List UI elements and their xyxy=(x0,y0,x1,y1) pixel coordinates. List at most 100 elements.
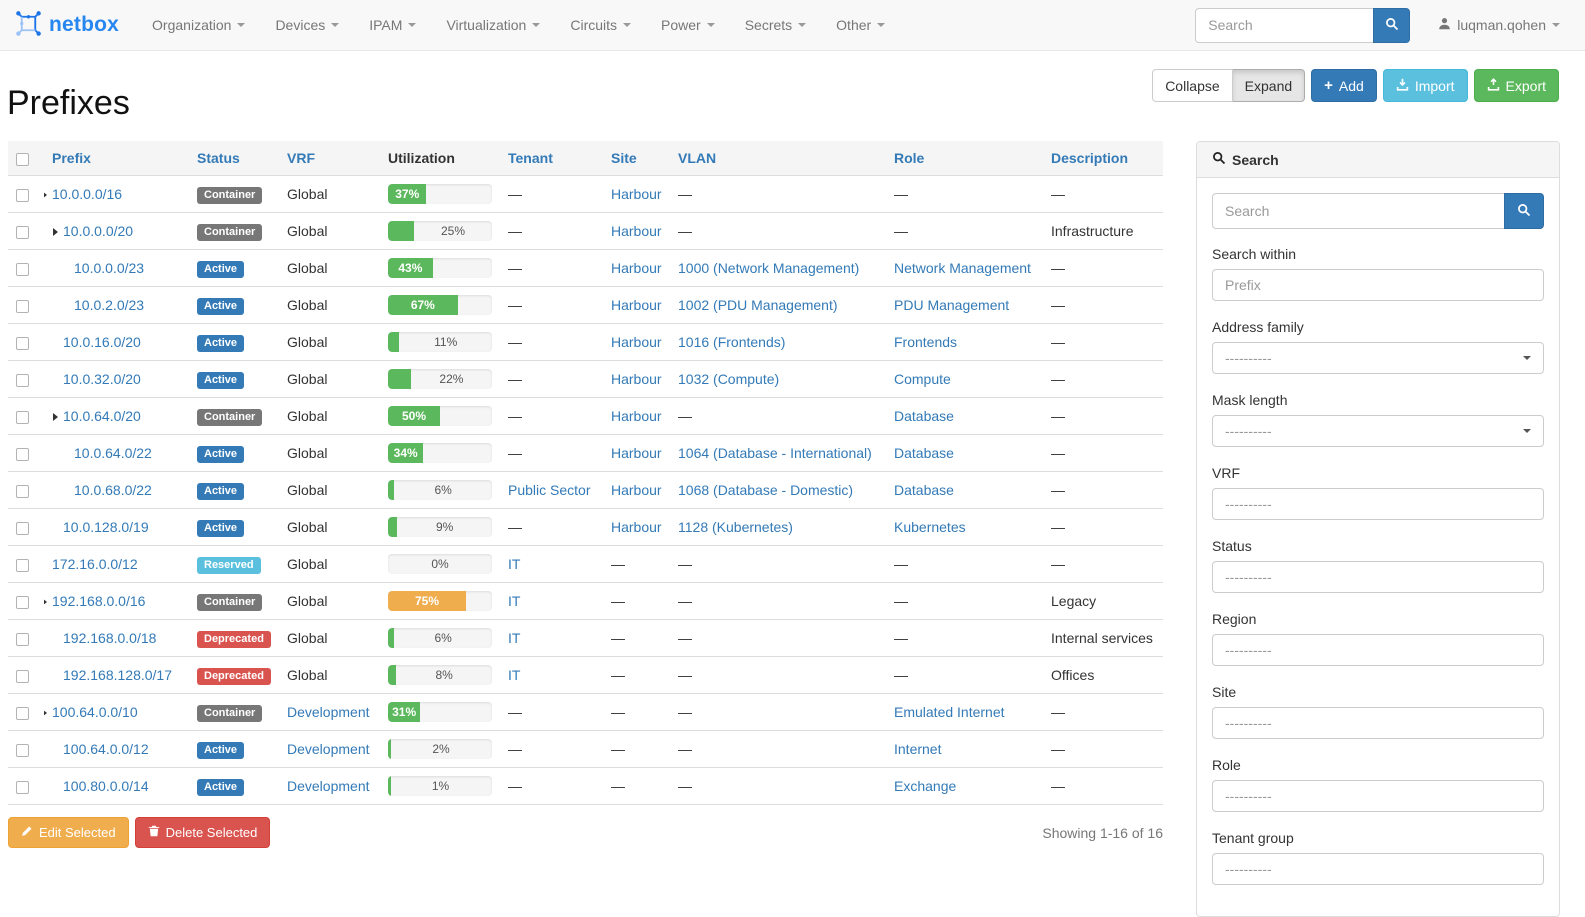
row-checkbox[interactable] xyxy=(16,669,29,683)
prefix-link[interactable]: 100.64.0.0/10 xyxy=(52,704,138,720)
column-header-site[interactable]: Site xyxy=(611,150,637,166)
row-checkbox[interactable] xyxy=(16,558,29,572)
role-select[interactable]: ---------- xyxy=(1212,780,1544,812)
navbar-search-input[interactable] xyxy=(1195,7,1374,43)
prefix-link[interactable]: 10.0.2.0/23 xyxy=(74,297,145,313)
prefix-link[interactable]: 10.0.128.0/19 xyxy=(63,519,149,535)
column-header-status[interactable]: Status xyxy=(197,150,240,166)
row-checkbox[interactable] xyxy=(16,595,29,609)
row-checkbox[interactable] xyxy=(16,743,29,757)
navbar-search-button[interactable] xyxy=(1373,7,1411,43)
edit-selected-button[interactable]: Edit Selected xyxy=(8,817,129,848)
column-header-description[interactable]: Description xyxy=(1051,150,1129,166)
prefix-link[interactable]: 192.168.128.0/17 xyxy=(63,667,172,683)
prefix-link[interactable]: 100.64.0.0/12 xyxy=(63,741,149,757)
user-menu[interactable]: luqman.qohen xyxy=(1438,17,1560,33)
site-link[interactable]: Harbour xyxy=(611,408,662,424)
tenant-link[interactable]: IT xyxy=(508,630,521,646)
prefix-link[interactable]: 100.80.0.0/14 xyxy=(63,778,149,794)
tenant-link[interactable]: IT xyxy=(508,593,521,609)
collapse-button[interactable]: Collapse xyxy=(1152,69,1233,102)
site-link[interactable]: Harbour xyxy=(611,445,662,461)
tenant-link[interactable]: Public Sector xyxy=(508,482,591,498)
row-checkbox[interactable] xyxy=(16,410,29,424)
tenant-link[interactable]: IT xyxy=(508,556,521,572)
nav-menu-power[interactable]: Power xyxy=(646,0,730,51)
region-select[interactable]: ---------- xyxy=(1212,634,1544,666)
delete-selected-button[interactable]: Delete Selected xyxy=(134,817,271,848)
export-button[interactable]: Export xyxy=(1473,69,1559,102)
prefix-link[interactable]: 10.0.0.0/23 xyxy=(74,260,145,276)
prefix-link[interactable]: 10.0.68.0/22 xyxy=(74,482,152,498)
column-header-vlan[interactable]: VLAN xyxy=(678,150,717,166)
prefix-link[interactable]: 172.16.0.0/12 xyxy=(52,556,138,572)
column-header-tenant[interactable]: Tenant xyxy=(508,150,553,166)
vrf-link[interactable]: Development xyxy=(287,704,370,720)
vlan-link[interactable]: 1068 (Database - Domestic) xyxy=(678,482,854,498)
nav-menu-circuits[interactable]: Circuits xyxy=(555,0,646,51)
column-header-prefix[interactable]: Prefix xyxy=(52,150,91,166)
nav-menu-other[interactable]: Other xyxy=(821,0,900,51)
row-checkbox[interactable] xyxy=(16,484,29,498)
prefix-link[interactable]: 10.0.0.0/20 xyxy=(63,223,134,239)
expand-button[interactable]: Expand xyxy=(1232,69,1306,102)
site-link[interactable]: Harbour xyxy=(611,482,662,498)
filter-search-input[interactable] xyxy=(1212,193,1504,229)
vlan-link[interactable]: 1064 (Database - International) xyxy=(678,445,872,461)
row-checkbox[interactable] xyxy=(16,336,29,350)
search-within-input[interactable] xyxy=(1212,269,1544,301)
nav-menu-ipam[interactable]: IPAM xyxy=(354,0,431,51)
site-link[interactable]: Harbour xyxy=(611,223,662,239)
row-checkbox[interactable] xyxy=(16,706,29,720)
prefix-link[interactable]: 10.0.32.0/20 xyxy=(63,371,141,387)
row-checkbox[interactable] xyxy=(16,262,29,276)
row-checkbox[interactable] xyxy=(16,632,29,646)
vrf-link[interactable]: Development xyxy=(287,741,370,757)
status-select[interactable]: ---------- xyxy=(1212,561,1544,593)
row-checkbox[interactable] xyxy=(16,225,29,239)
row-checkbox[interactable] xyxy=(16,188,29,202)
role-link[interactable]: Database xyxy=(894,482,954,498)
prefix-link[interactable]: 10.0.0.0/16 xyxy=(52,186,123,202)
role-link[interactable]: PDU Management xyxy=(894,297,1010,313)
row-checkbox[interactable] xyxy=(16,447,29,461)
vlan-link[interactable]: 1002 (PDU Management) xyxy=(678,297,838,313)
row-checkbox[interactable] xyxy=(16,299,29,313)
vlan-link[interactable]: 1000 (Network Management) xyxy=(678,260,860,276)
column-header-vrf[interactable]: VRF xyxy=(287,150,315,166)
tenant-group-select[interactable]: ---------- xyxy=(1212,853,1544,885)
role-link[interactable]: Database xyxy=(894,445,954,461)
role-link[interactable]: Emulated Internet xyxy=(894,704,1005,720)
import-button[interactable]: Import xyxy=(1382,69,1468,102)
vlan-link[interactable]: 1032 (Compute) xyxy=(678,371,780,387)
role-link[interactable]: Internet xyxy=(894,741,942,757)
vrf-link[interactable]: Development xyxy=(287,778,370,794)
netbox-logo[interactable]: netbox xyxy=(15,10,119,40)
tenant-link[interactable]: IT xyxy=(508,667,521,683)
nav-menu-organization[interactable]: Organization xyxy=(137,0,260,51)
prefix-link[interactable]: 192.168.0.0/16 xyxy=(52,593,146,609)
prefix-link[interactable]: 10.0.16.0/20 xyxy=(63,334,141,350)
site-link[interactable]: Harbour xyxy=(611,334,662,350)
role-link[interactable]: Kubernetes xyxy=(894,519,966,535)
prefix-link[interactable]: 192.168.0.0/18 xyxy=(63,630,157,646)
prefix-link[interactable]: 10.0.64.0/22 xyxy=(74,445,152,461)
add-button[interactable]: + Add xyxy=(1311,69,1377,102)
role-link[interactable]: Database xyxy=(894,408,954,424)
role-link[interactable]: Frontends xyxy=(894,334,958,350)
nav-menu-virtualization[interactable]: Virtualization xyxy=(431,0,555,51)
column-header-role[interactable]: Role xyxy=(894,150,925,166)
row-checkbox[interactable] xyxy=(16,780,29,794)
site-link[interactable]: Harbour xyxy=(611,260,662,276)
vrf-select[interactable]: ---------- xyxy=(1212,488,1544,520)
site-link[interactable]: Harbour xyxy=(611,371,662,387)
address-family-select[interactable]: ---------- xyxy=(1212,342,1544,374)
site-link[interactable]: Harbour xyxy=(611,186,662,202)
role-link[interactable]: Compute xyxy=(894,371,951,387)
vlan-link[interactable]: 1128 (Kubernetes) xyxy=(678,519,793,535)
nav-menu-secrets[interactable]: Secrets xyxy=(730,0,821,51)
row-checkbox[interactable] xyxy=(16,521,29,535)
prefix-link[interactable]: 10.0.64.0/20 xyxy=(63,408,141,424)
row-checkbox[interactable] xyxy=(16,373,29,387)
site-select[interactable]: ---------- xyxy=(1212,707,1544,739)
